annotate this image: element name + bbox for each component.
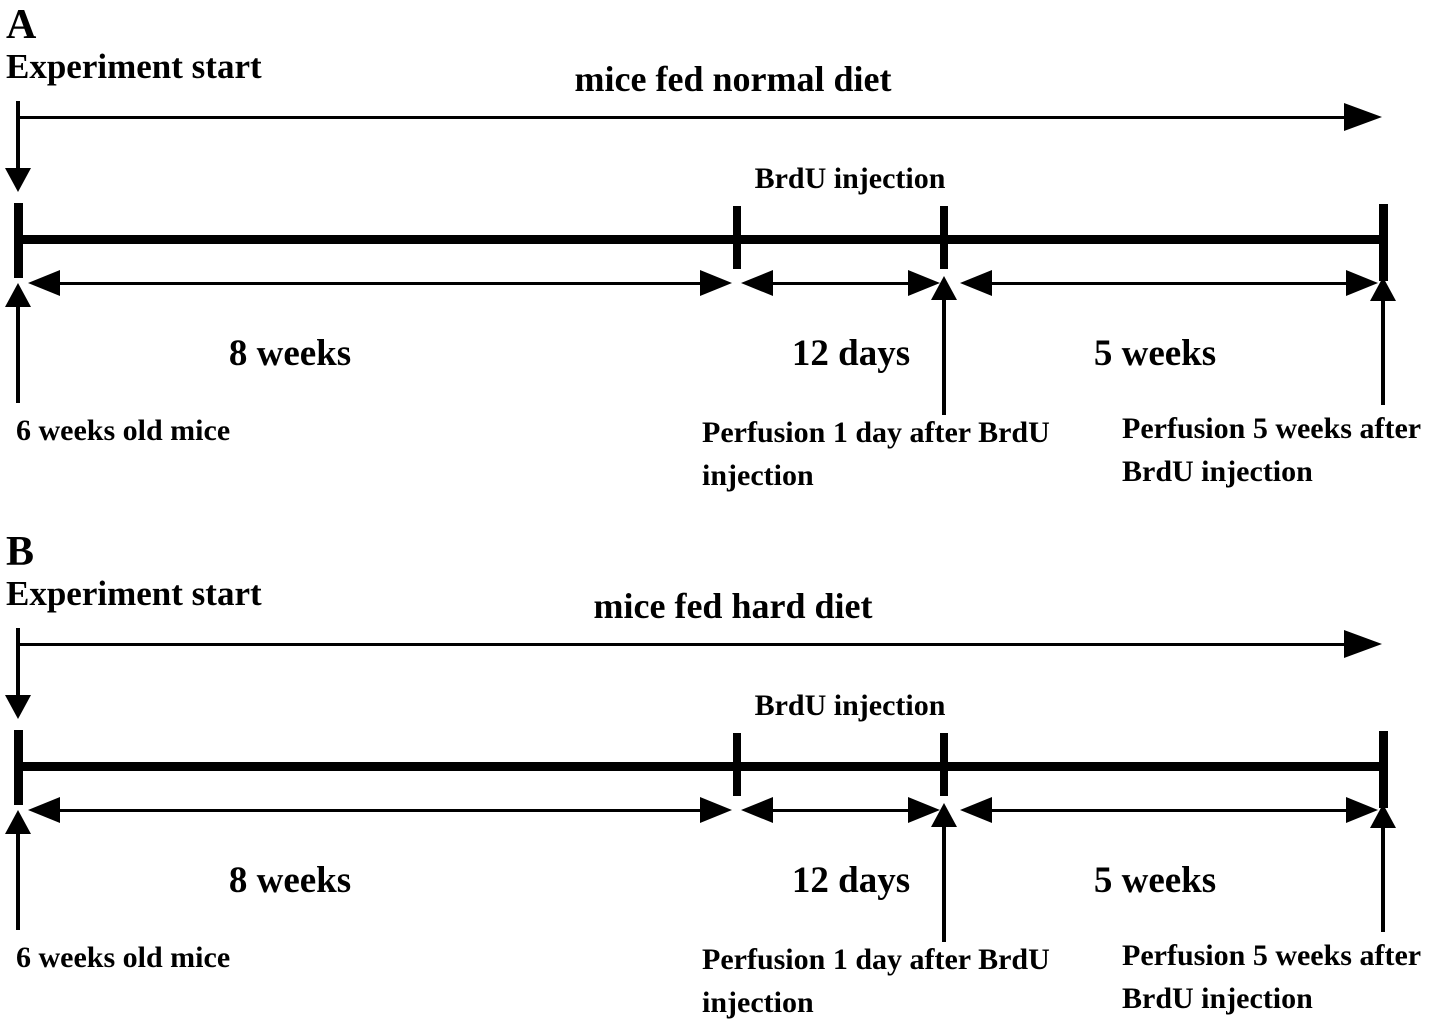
arrow-line bbox=[768, 281, 913, 285]
timeline-tick-brdu-end bbox=[940, 206, 948, 269]
arrow-line bbox=[55, 281, 705, 285]
arrow-up-icon bbox=[931, 803, 957, 827]
arrow-left-icon bbox=[960, 270, 992, 296]
panel-letter: A bbox=[6, 2, 37, 48]
arrow-up-icon bbox=[5, 283, 31, 307]
perfusion-1-line-1: Perfusion 1 day after BrdU bbox=[702, 416, 1050, 449]
interval-arrow-8-weeks bbox=[28, 797, 732, 823]
perfusion-2-label: Perfusion 5 weeks after BrdU injection bbox=[1122, 408, 1446, 493]
arrow-up-icon bbox=[5, 810, 31, 834]
mice-age-label: 6 weeks old mice bbox=[16, 414, 231, 447]
experiment-start-arrow bbox=[4, 628, 32, 719]
arrow-right-icon bbox=[700, 797, 732, 823]
arrow-line bbox=[18, 115, 1348, 119]
timeline-tick-brdu-start bbox=[733, 206, 741, 269]
duration-label-12-days: 12 days bbox=[791, 860, 911, 901]
timeline bbox=[14, 235, 1388, 244]
mice-age-label: 6 weeks old mice bbox=[16, 941, 231, 974]
experiment-start-label: Experiment start bbox=[6, 574, 262, 613]
arrow-line bbox=[1381, 825, 1385, 932]
perfusion-1-pointer-arrow bbox=[930, 276, 958, 415]
timeline-tick-start bbox=[14, 203, 23, 278]
arrow-line bbox=[987, 281, 1351, 285]
diet-period-arrow bbox=[18, 630, 1382, 658]
diet-label: mice fed hard diet bbox=[593, 586, 873, 626]
arrow-up-icon bbox=[931, 276, 957, 300]
interval-arrow-12-days bbox=[741, 270, 940, 296]
duration-label-12-days: 12 days bbox=[791, 333, 911, 374]
arrow-right-icon bbox=[1344, 630, 1382, 658]
duration-label-8-weeks: 8 weeks bbox=[228, 333, 352, 374]
perfusion-1-line-2: injection bbox=[702, 985, 814, 1019]
arrow-left-icon bbox=[960, 797, 992, 823]
perfusion-1-label: Perfusion 1 day after BrdU injection bbox=[702, 939, 1102, 1022]
panel-letter: B bbox=[6, 529, 35, 575]
brdu-injection-label: BrdU injection bbox=[754, 162, 946, 195]
interval-arrow-5-weeks bbox=[960, 797, 1378, 823]
perfusion-1-line-1: Perfusion 1 day after BrdU bbox=[702, 943, 1050, 976]
arrow-down-icon bbox=[5, 168, 31, 192]
arrow-left-icon bbox=[741, 797, 773, 823]
experiment-start-arrow bbox=[4, 101, 32, 192]
arrow-up-icon bbox=[1370, 804, 1396, 828]
timeline-tick-start bbox=[14, 730, 23, 805]
arrow-left-icon bbox=[28, 797, 60, 823]
arrow-line bbox=[1381, 298, 1385, 405]
perfusion-1-line-2: injection bbox=[702, 458, 814, 492]
interval-arrow-5-weeks bbox=[960, 270, 1378, 296]
interval-arrow-12-days bbox=[741, 797, 940, 823]
perfusion-2-line-1: Perfusion 5 weeks after bbox=[1122, 412, 1422, 445]
arrow-right-icon bbox=[1344, 103, 1382, 131]
duration-label-5-weeks: 5 weeks bbox=[1093, 333, 1217, 374]
arrow-left-icon bbox=[741, 270, 773, 296]
arrow-line bbox=[987, 808, 1351, 812]
arrow-line bbox=[942, 297, 946, 415]
diet-label: mice fed normal diet bbox=[574, 59, 892, 99]
timeline bbox=[14, 762, 1388, 771]
arrow-left-icon bbox=[28, 270, 60, 296]
timeline-tick-brdu-end bbox=[940, 733, 948, 796]
arrow-line bbox=[18, 642, 1348, 646]
panel-b: B Experiment start mice fed hard diet Br… bbox=[0, 527, 1446, 1022]
arrow-line bbox=[55, 808, 705, 812]
duration-label-8-weeks: 8 weeks bbox=[228, 860, 352, 901]
experiment-start-label: Experiment start bbox=[6, 47, 262, 86]
perfusion-2-pointer-arrow bbox=[1369, 804, 1397, 932]
interval-arrow-8-weeks bbox=[28, 270, 732, 296]
arrow-line bbox=[942, 824, 946, 942]
duration-label-5-weeks: 5 weeks bbox=[1093, 860, 1217, 901]
perfusion-1-pointer-arrow bbox=[930, 803, 958, 942]
arrow-up-icon bbox=[1370, 277, 1396, 301]
mice-age-pointer-arrow bbox=[4, 810, 32, 930]
arrow-right-icon bbox=[700, 270, 732, 296]
perfusion-2-pointer-arrow bbox=[1369, 277, 1397, 405]
arrow-line bbox=[16, 831, 20, 930]
arrow-line bbox=[16, 628, 20, 697]
diet-period-arrow bbox=[18, 103, 1382, 131]
brdu-injection-label: BrdU injection bbox=[754, 689, 946, 722]
arrow-down-icon bbox=[5, 695, 31, 719]
panel-a: A Experiment start mice fed normal diet … bbox=[0, 0, 1446, 495]
arrow-line bbox=[768, 808, 913, 812]
perfusion-2-line-2: BrdU injection bbox=[1122, 981, 1313, 1015]
timeline-tick-brdu-start bbox=[733, 733, 741, 796]
timeline-tick-end bbox=[1379, 204, 1388, 281]
mice-age-pointer-arrow bbox=[4, 283, 32, 403]
perfusion-2-line-2: BrdU injection bbox=[1122, 454, 1313, 488]
arrow-line bbox=[16, 304, 20, 403]
arrow-line bbox=[16, 101, 20, 170]
perfusion-2-line-1: Perfusion 5 weeks after bbox=[1122, 939, 1422, 972]
perfusion-2-label: Perfusion 5 weeks after BrdU injection bbox=[1122, 935, 1446, 1020]
perfusion-1-label: Perfusion 1 day after BrdU injection bbox=[702, 412, 1102, 497]
timeline-tick-end bbox=[1379, 731, 1388, 808]
